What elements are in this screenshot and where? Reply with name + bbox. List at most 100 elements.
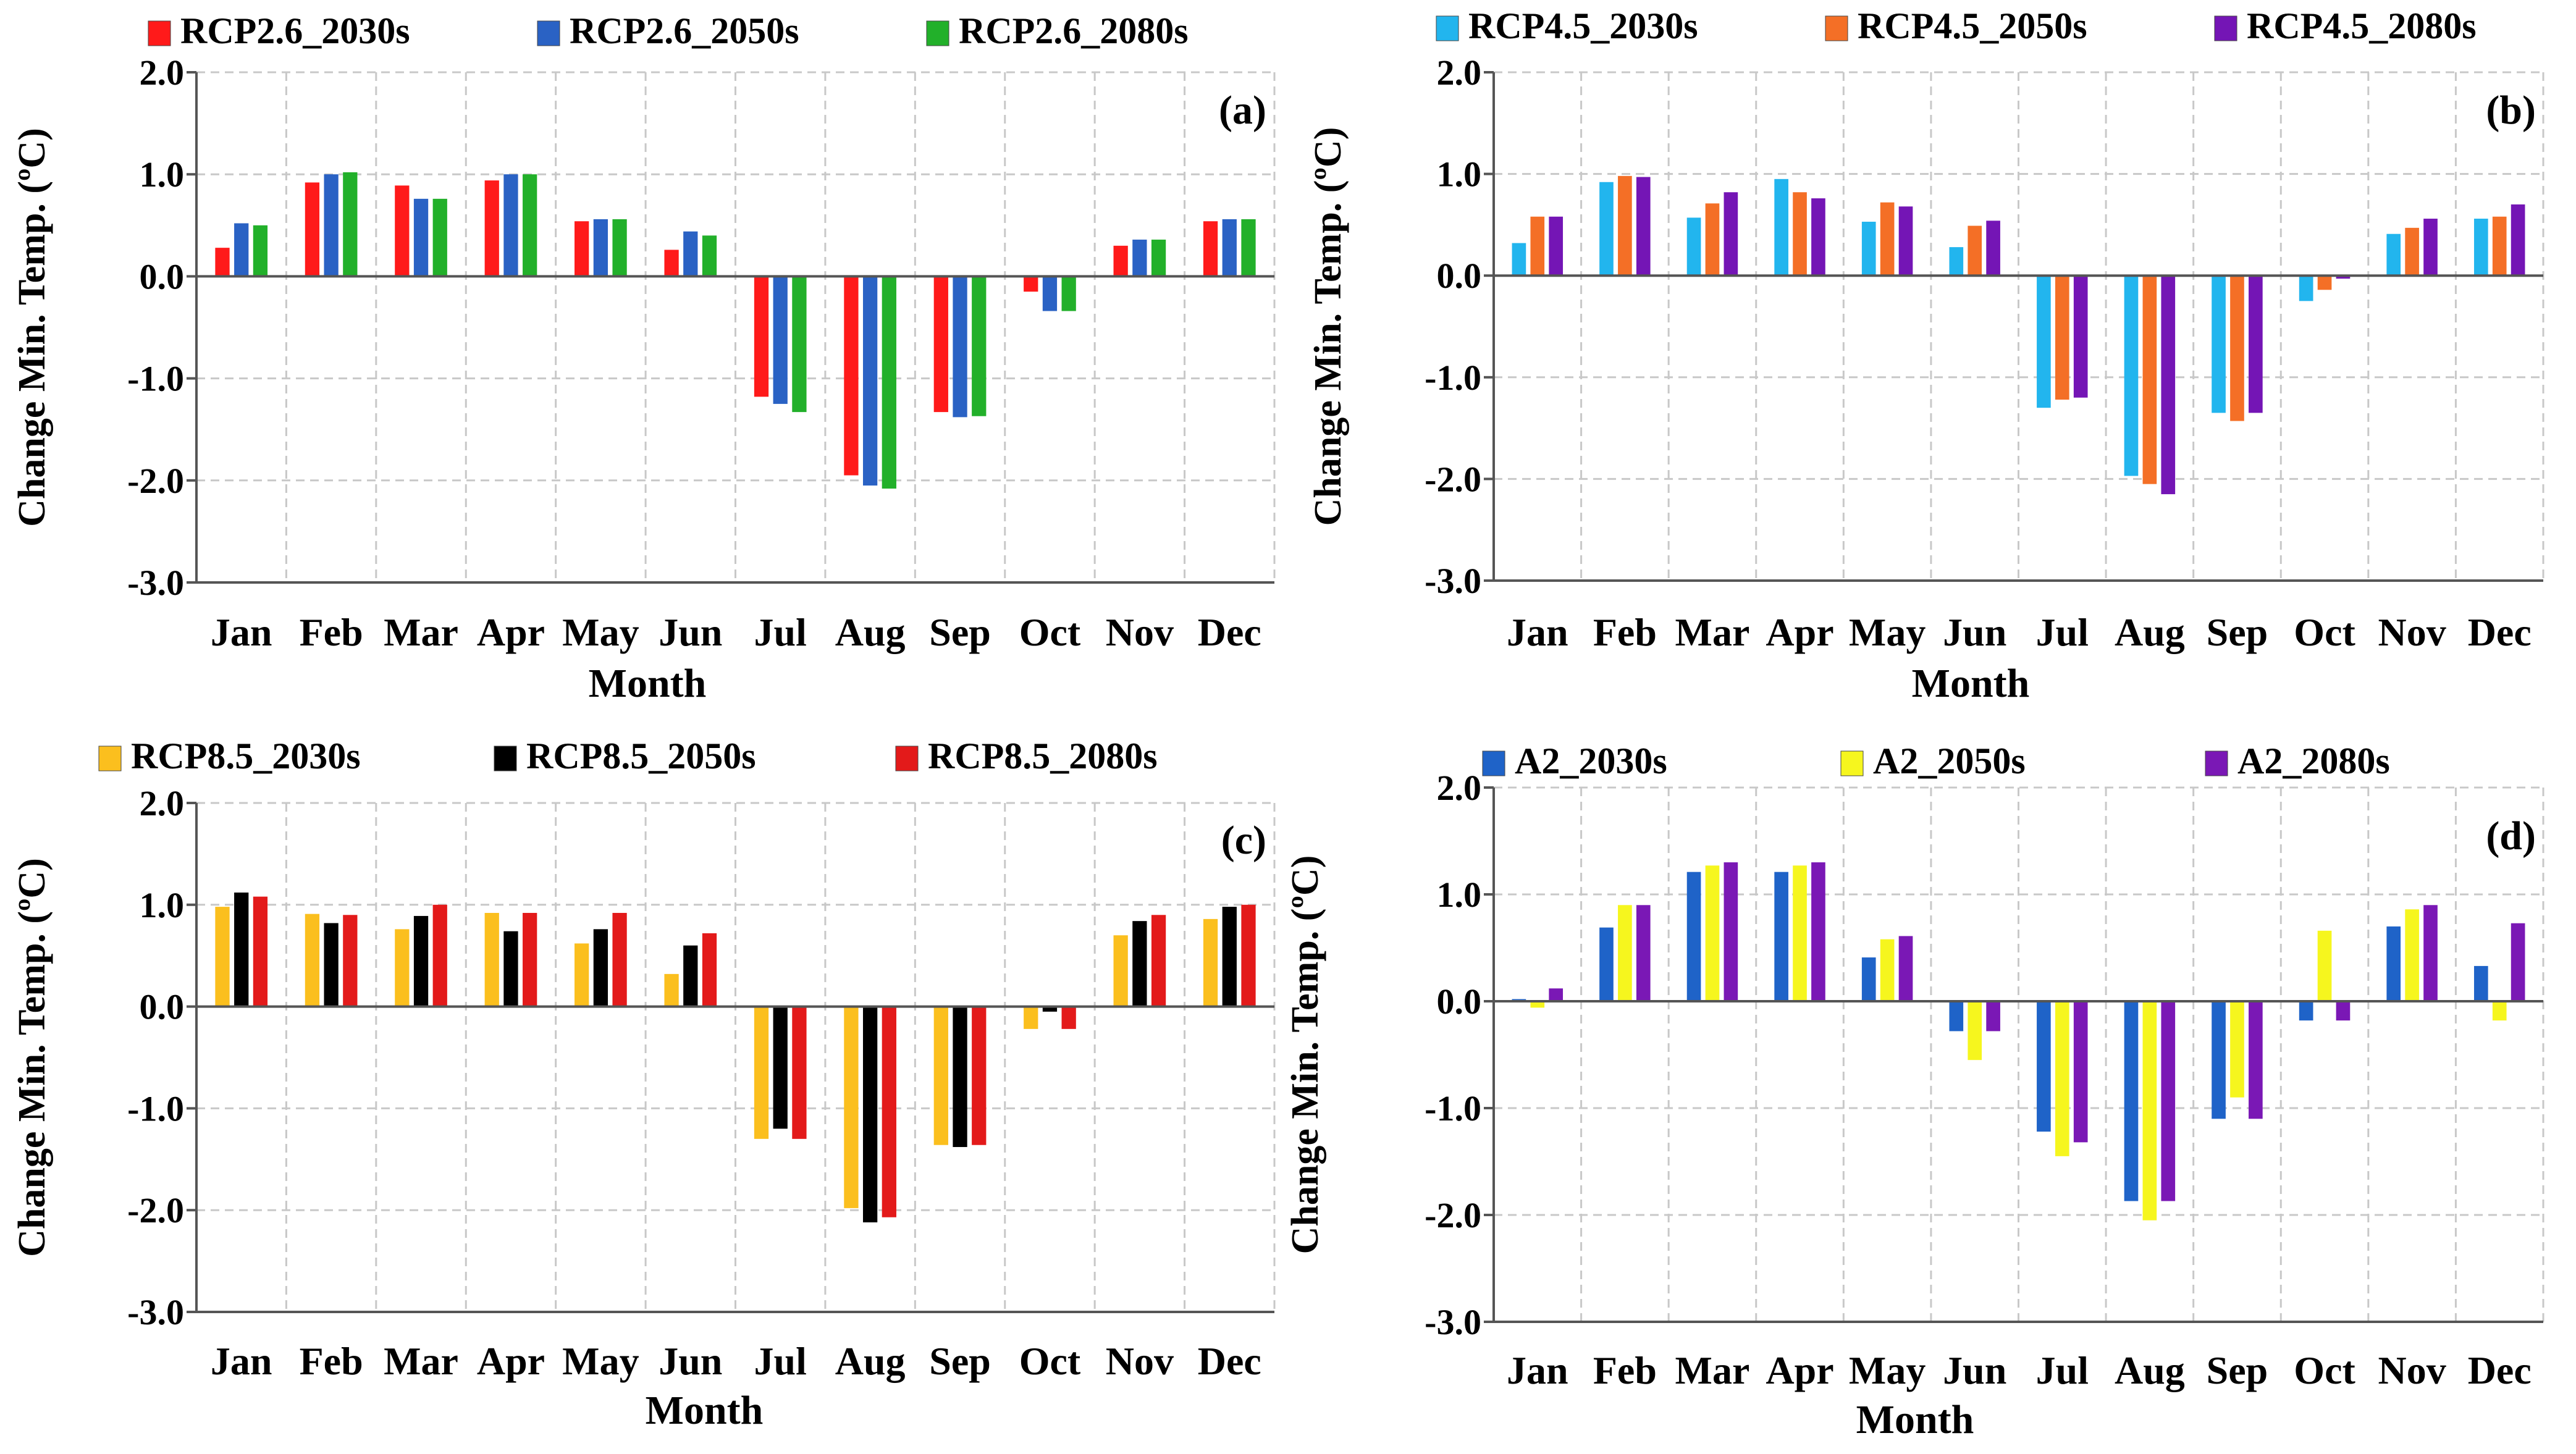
legend-swatch <box>1825 15 1848 41</box>
y-tick-label: -2.0 <box>1425 459 1481 499</box>
bar-RCP4.5_2080s-Aug <box>2161 275 2176 495</box>
bar-A2_2050s-Mar <box>1705 865 1720 1001</box>
bar-RCP2.6_2030s-Dec <box>1203 221 1218 277</box>
bar-RCP8.5_2050s-Apr <box>503 931 518 1007</box>
y-tick-label: 1.0 <box>1437 875 1482 915</box>
x-tick-label: Jun <box>659 1339 722 1383</box>
legend-entry-label: RCP2.6_2050s <box>570 11 799 51</box>
y-tick-label: -3.0 <box>127 1292 184 1332</box>
x-tick-label: Jan <box>211 1339 272 1383</box>
bar-RCP4.5_2050s-Jan <box>1530 216 1545 276</box>
y-tick-label: -1.0 <box>127 359 184 399</box>
legend-swatch <box>98 746 122 771</box>
y-tick-label: 0.0 <box>1437 981 1482 1022</box>
bar-RCP4.5_2050s-Sep <box>2230 275 2244 421</box>
chart-panel-1: 2.0 1.0 0.0 -1.0 -2.0 -3.0 Jan Feb Mar Apr May Jun J… <box>11 11 1276 706</box>
y-tick-label: 2.0 <box>1437 768 1482 808</box>
bar-RCP2.6_2030s-Jul <box>754 276 769 397</box>
x-tick-label: Oct <box>2294 1348 2355 1392</box>
x-axis-title: Month <box>646 1388 764 1433</box>
bar-RCP2.6_2050s-Sep <box>953 276 967 418</box>
bar-RCP2.6_2030s-Nov <box>1113 245 1128 277</box>
bar-RCP2.6_2030s-Aug <box>844 276 859 476</box>
x-tick-label: May <box>1849 1348 1926 1392</box>
x-axis-title: Month <box>1856 1397 1974 1442</box>
chart-panel-4: 2.0 1.0 0.0 -1.0 -2.0 -3.0 Jan Feb Mar Apr May Jun J… <box>1284 741 2544 1442</box>
bar-RCP8.5_2080s-May <box>612 912 627 1007</box>
bar-A2_2030s-Sep <box>2212 1001 2226 1119</box>
bar-A2_2030s-Nov <box>2386 926 2401 1001</box>
bar-RCP2.6_2030s-Mar <box>395 185 410 277</box>
bar-RCP2.6_2030s-Jun <box>664 250 679 277</box>
x-tick-label: Jul <box>2036 610 2089 654</box>
x-tick-label: Dec <box>1198 1339 1261 1383</box>
bar-RCP2.6_2050s-Mar <box>413 198 429 277</box>
bar-RCP4.5_2030s-Nov <box>2386 233 2401 276</box>
y-tick-label: -1.0 <box>127 1088 184 1128</box>
bar-A2_2030s-Jul <box>2037 1001 2051 1132</box>
panel-label: (b) <box>2486 88 2536 133</box>
bar-RCP8.5_2030s-Nov <box>1113 935 1128 1007</box>
panel-label: (a) <box>1219 88 1266 133</box>
bar-RCP2.6_2030s-Sep <box>933 276 948 413</box>
y-tick-label: 2.0 <box>140 783 185 823</box>
bar-A2_2080s-Jul <box>2073 1001 2088 1143</box>
bar-RCP2.6_2050s-Oct <box>1042 276 1058 311</box>
bar-RCP8.5_2030s-Oct <box>1024 1006 1038 1029</box>
bar-RCP4.5_2080s-Dec <box>2511 204 2525 276</box>
x-tick-label: Dec <box>2468 1348 2532 1392</box>
bar-RCP2.6_2050s-Nov <box>1132 239 1147 277</box>
x-tick-label: Nov <box>1106 610 1174 654</box>
bar-RCP4.5_2050s-May <box>1880 202 1895 276</box>
x-tick-label: Jul <box>2036 1348 2089 1392</box>
legend-swatch <box>926 20 949 46</box>
bar-A2_2050s-Jun <box>1968 1001 1982 1061</box>
bar-RCP4.5_2050s-Feb <box>1618 175 1632 276</box>
x-tick-label: Mar <box>1675 610 1750 654</box>
bar-A2_2080s-Nov <box>2423 905 2438 1001</box>
x-tick-label: Apr <box>1766 610 1833 654</box>
bar-RCP8.5_2050s-Sep <box>953 1006 967 1148</box>
bar-RCP4.5_2080s-Jan <box>1549 216 1564 276</box>
bar-A2_2050s-Nov <box>2405 909 2419 1001</box>
bar-RCP4.5_2080s-Sep <box>2249 275 2263 413</box>
legend-entry-label: RCP8.5_2050s <box>526 736 756 776</box>
bar-RCP4.5_2030s-Feb <box>1599 182 1614 276</box>
bar-RCP2.6_2080s-Feb <box>343 172 358 277</box>
y-tick-label: 0.0 <box>1437 256 1482 296</box>
bar-RCP8.5_2030s-Jun <box>664 973 679 1007</box>
bar-A2_2050s-Oct <box>2317 930 2332 1001</box>
legend-entry-label: A2_2030s <box>1515 741 1667 781</box>
bar-A2_2030s-Jun <box>1949 1001 1964 1032</box>
y-tick-label: -2.0 <box>127 461 184 501</box>
x-tick-label: Aug <box>835 1339 906 1383</box>
bar-RCP8.5_2030s-Dec <box>1203 918 1218 1007</box>
bar-RCP8.5_2080s-Oct <box>1061 1006 1076 1029</box>
bar-A2_2080s-Mar <box>1724 862 1738 1001</box>
bar-RCP2.6_2030s-May <box>575 221 589 277</box>
bar-RCP8.5_2030s-Feb <box>305 914 320 1007</box>
bar-RCP2.6_2050s-Jul <box>773 276 788 404</box>
x-tick-label: Jun <box>1943 610 2006 654</box>
bar-RCP8.5_2050s-Feb <box>324 923 339 1007</box>
bar-RCP4.5_2050s-Mar <box>1705 203 1720 276</box>
bar-RCP4.5_2050s-Jul <box>2055 275 2069 400</box>
x-tick-label: Oct <box>1019 610 1081 654</box>
bar-RCP4.5_2030s-Jul <box>2037 275 2051 408</box>
x-tick-label: Apr <box>1766 1348 1833 1392</box>
bar-A2_2050s-Dec <box>2492 1001 2507 1021</box>
bar-A2_2080s-May <box>1898 936 1913 1001</box>
x-tick-label: Jun <box>1943 1348 2006 1392</box>
legend-entry-label: RCP4.5_2080s <box>2247 6 2477 46</box>
x-tick-label: Nov <box>1106 1339 1174 1383</box>
bar-RCP2.6_2080s-Mar <box>432 198 447 277</box>
x-axis-title: Month <box>1912 661 2030 706</box>
y-tick-label: -3.0 <box>1425 1302 1481 1342</box>
y-axis-title: Change Min. Temp. (ºC) <box>1284 855 1326 1254</box>
bar-RCP2.6_2050s-Feb <box>324 174 339 277</box>
x-tick-label: Sep <box>929 610 991 654</box>
bar-A2_2050s-Jan <box>1530 1001 1545 1008</box>
legend-swatch <box>2214 15 2237 41</box>
legend-swatch <box>2205 750 2228 776</box>
bar-RCP2.6_2050s-Jan <box>234 223 249 277</box>
